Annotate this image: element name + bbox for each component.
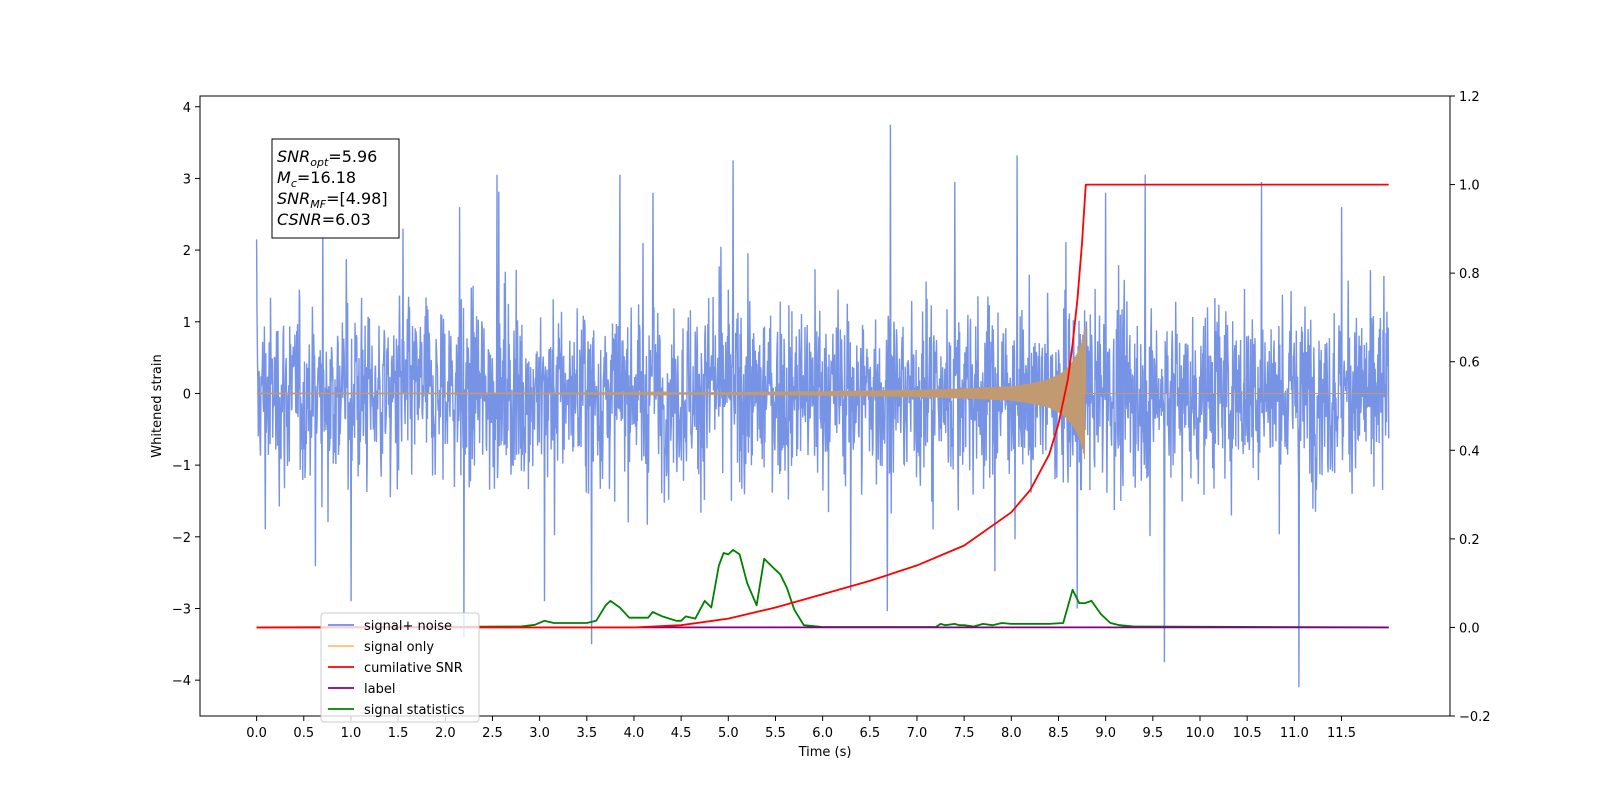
y-tick-label: −2 [172,531,191,546]
x-tick-label: 1.5 [388,726,409,741]
signal-noise-series [255,124,1390,688]
x-tick-label: 8.0 [1001,726,1022,741]
cumulative-snr-line [256,183,1389,629]
y2-tick-label: 0.0 [1459,621,1480,636]
legend-entry: signal statistics [364,703,465,718]
legend-entry: signal only [364,640,434,655]
y-tick-label: −3 [172,602,191,617]
x-tick-label: 7.0 [907,726,928,741]
annotation-frame [271,138,400,239]
x-axis: 0.0 0.5 1.0 1.5 2.0 2.5 3.0 3.5 4.0 4.5 5.0 5.5 6.0 6… [246,716,1356,741]
y2-tick-label: 1.2 [1459,90,1480,105]
x-tick-label: 4.0 [624,726,645,741]
x-tick-label: 9.0 [1095,726,1116,741]
legend-entry: signal+ noise [364,619,452,634]
x-tick-label: 11.5 [1327,726,1356,741]
x-tick-label: 10.0 [1186,726,1215,741]
y-axis-label: Whitened strain [150,354,165,457]
legend: signal+ noise signal only cumilative SNR la… [320,612,480,723]
annotation-line: CSNR=6.03 [277,210,371,229]
annotation-line: Mc=16.18 [277,168,356,190]
y-tick-label: 4 [183,101,191,116]
signal-statistics-line [256,549,1389,629]
x-axis-label: Time (s) [798,745,852,760]
x-tick-label: 6.5 [859,726,880,741]
x-tick-label: 9.5 [1142,726,1163,741]
y2-tick-label: 0.2 [1459,533,1480,548]
y2-tick-label: 0.8 [1459,267,1480,282]
annotation-line: SNRMF=[4.98] [277,189,388,211]
x-tick-label: 2.5 [482,726,503,741]
legend-entry: label [364,682,395,697]
cumulative-snr-series [256,183,1389,629]
x-tick-label: 3.0 [529,726,550,741]
y-tick-label: 0 [183,387,191,402]
y-tick-label: 3 [183,172,191,187]
y-axis-left: −4 −3 −2 −1 0 1 2 3 4 [172,101,200,689]
x-tick-label: 8.5 [1048,726,1069,741]
x-tick-label: 11.0 [1280,726,1309,741]
y-tick-label: 1 [183,316,191,331]
legend-frame [320,612,480,723]
y-tick-label: −4 [172,674,191,689]
x-tick-label: 5.5 [765,726,786,741]
plot-frame [199,95,1451,717]
annotation-line: SNRopt=5.96 [277,147,377,169]
y2-tick-label: 0.6 [1459,356,1480,371]
x-tick-label: 2.0 [435,726,456,741]
y-tick-label: −1 [172,459,191,474]
x-tick-label: 4.5 [671,726,692,741]
x-tick-label: 5.0 [718,726,739,741]
signal-only-line [256,325,1389,460]
x-tick-label: 7.5 [954,726,975,741]
x-tick-label: 0.0 [246,726,267,741]
y2-tick-label: 1.0 [1459,179,1480,194]
y-tick-label: 2 [183,244,191,259]
x-tick-label: 10.5 [1233,726,1262,741]
x-tick-label: 0.5 [293,726,314,741]
x-tick-label: 6.0 [812,726,833,741]
legend-entry: cumilative SNR [364,661,463,676]
signal-only-series [256,325,1389,460]
signal-noise-line [255,124,1390,688]
x-tick-label: 1.0 [341,726,362,741]
y2-tick-label: −0.2 [1459,710,1491,725]
y-axis-right: −0.2 0.0 0.2 0.4 0.6 0.8 1.0 1.2 [1450,90,1491,725]
y2-tick-label: 0.4 [1459,444,1480,459]
signal-statistics-series [256,549,1389,629]
x-tick-label: 3.5 [576,726,597,741]
